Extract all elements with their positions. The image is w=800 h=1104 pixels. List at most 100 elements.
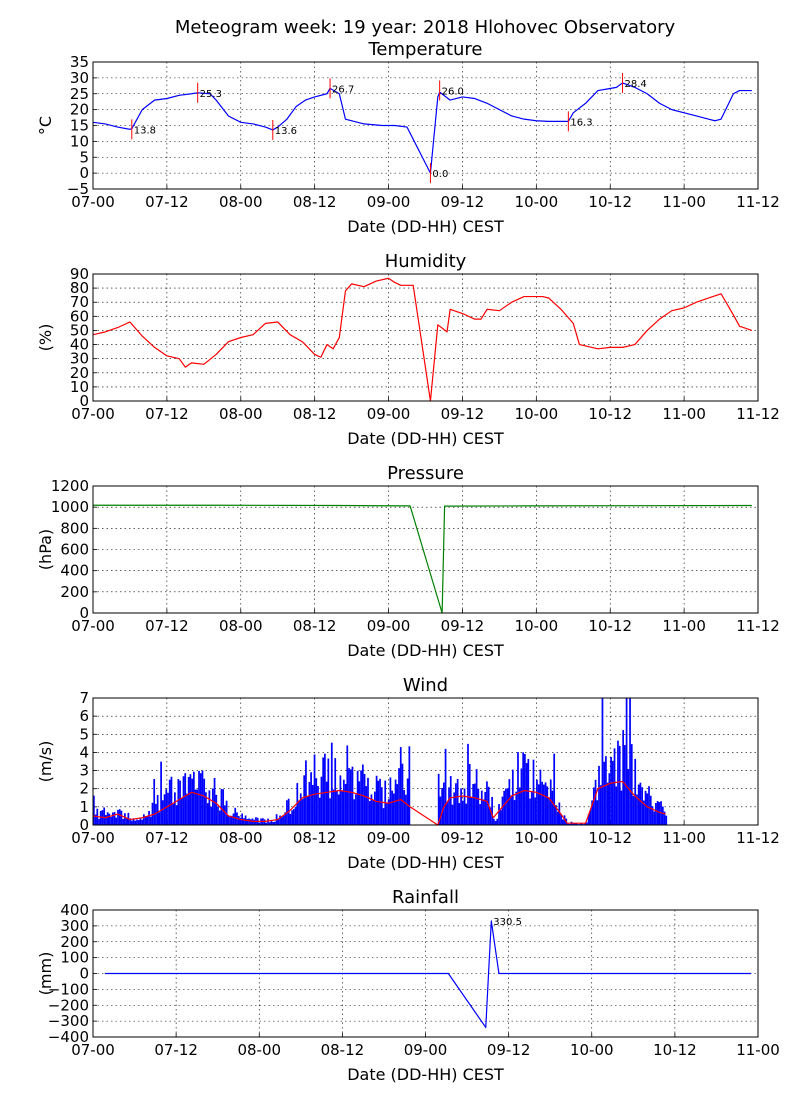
- pressure-x-tick-label: 10-00: [515, 617, 559, 635]
- wind-gust-bar: [263, 819, 266, 825]
- wind-gust-bar: [129, 818, 131, 825]
- wind-gust-bar: [561, 819, 564, 825]
- wind-gust-bar: [322, 757, 325, 825]
- humidity-y-tick-label: 50: [70, 321, 89, 339]
- wind-gust-bar: [99, 810, 102, 825]
- wind-gust-bar: [367, 777, 369, 825]
- wind-gust-bar: [230, 815, 233, 825]
- wind-gust-bar: [539, 769, 542, 825]
- wind-gust-bar: [368, 800, 371, 825]
- wind-gust-bar: [508, 779, 511, 825]
- wind-gust-bar: [401, 763, 404, 825]
- wind-gust-bar: [592, 787, 595, 825]
- wind-gust-bar: [634, 758, 637, 825]
- wind-y-tick-label: 6: [79, 707, 89, 725]
- wind-gust-bar: [170, 776, 173, 825]
- wind-gust-bar: [656, 801, 659, 825]
- wind-x-tick-label: 09-12: [441, 829, 485, 847]
- wind-gust-bar: [475, 769, 478, 825]
- wind-gust-bar: [289, 813, 292, 825]
- rainfall-y-tick-label: 300: [60, 917, 89, 935]
- wind-x-tick-label: 10-00: [515, 829, 559, 847]
- wind-gust-bar: [317, 786, 319, 825]
- wind-gust-bar: [542, 784, 545, 825]
- temperature-y-tick-label: 0: [79, 164, 89, 182]
- temperature-plot-area: [93, 82, 752, 174]
- temperature-annotation: 28.4: [625, 79, 647, 90]
- wind-gust-bar: [137, 820, 140, 825]
- rainfall-x-tick-label: 10-00: [570, 1041, 614, 1059]
- wind-gust-bar: [396, 784, 399, 825]
- humidity-x-tick-label: 09-12: [441, 405, 485, 423]
- pressure-x-tick-label: 08-00: [219, 617, 263, 635]
- wind-gust-bar: [292, 809, 295, 825]
- wind-gust-bar: [349, 769, 352, 825]
- wind-gust-bar: [346, 745, 349, 825]
- wind-gust-bar: [248, 818, 250, 825]
- wind-gust-bar: [627, 769, 630, 825]
- wind-x-tick-label: 08-00: [219, 829, 263, 847]
- rainfall-y-tick-label: 200: [60, 933, 89, 951]
- wind-gust-bar: [605, 756, 607, 825]
- wind-gust-bar: [291, 810, 293, 825]
- temperature-y-tick-label: 5: [79, 148, 89, 166]
- wind-gust-bar: [274, 821, 276, 825]
- rainfall-y-tick-label: 0: [79, 965, 89, 983]
- wind-x-tick-label: 09-00: [367, 829, 411, 847]
- wind-gust-bar: [574, 823, 576, 825]
- humidity-x-tick-label: 07-00: [71, 405, 115, 423]
- wind-gust-bar: [184, 773, 187, 825]
- wind-gust-bar: [191, 778, 193, 825]
- wind-gust-bar: [106, 812, 109, 825]
- wind-gust-bar: [408, 746, 411, 825]
- wind-gust-bar: [220, 788, 223, 825]
- wind-gust-bar: [536, 779, 538, 825]
- pressure-x-tick-label: 07-00: [71, 617, 115, 635]
- wind-gust-bar: [98, 818, 100, 825]
- pressure-y-tick-label: 800: [60, 519, 89, 537]
- wind-gust-bar: [394, 779, 397, 825]
- wind-gust-bar: [324, 753, 326, 825]
- wind-gust-bar: [237, 815, 240, 825]
- temperature-x-tick-label: 10-12: [588, 193, 632, 211]
- wind-y-axis-label: (m/s): [36, 741, 55, 783]
- wind-gust-bar: [206, 803, 209, 825]
- humidity-y-tick-label: 90: [70, 265, 89, 283]
- wind-gust-bar: [403, 790, 406, 825]
- wind-gust-bar: [306, 796, 309, 825]
- rainfall-plot-frame: [92, 909, 759, 1038]
- wind-gust-bar: [567, 823, 569, 825]
- wind-gust-bar: [168, 779, 171, 825]
- temperature-annotation: 16.3: [570, 117, 592, 128]
- wind-gust-bar: [386, 803, 388, 825]
- temperature-x-tick-label: 10-00: [515, 193, 559, 211]
- wind-gust-bar: [94, 814, 97, 825]
- wind-gust-bar: [163, 794, 166, 825]
- wind-gust-bar: [544, 782, 547, 825]
- humidity-y-tick-label: 10: [70, 378, 89, 396]
- wind-gust-bar: [548, 797, 550, 825]
- rainfall-y-tick-label: −300: [48, 1012, 89, 1030]
- rainfall-y-axis-label: (mm): [36, 952, 55, 996]
- humidity-y-tick-label: 70: [70, 293, 89, 311]
- wind-gust-bar: [518, 787, 521, 825]
- temperature-annotation: 13.6: [275, 126, 297, 137]
- rainfall-series-line: [104, 920, 752, 1029]
- wind-gust-bar: [489, 807, 492, 825]
- wind-gust-bar: [630, 744, 633, 825]
- wind-gust-bar: [399, 747, 402, 825]
- pressure-x-tick-label: 09-00: [367, 617, 411, 635]
- wind-chart-title: Wind: [403, 675, 448, 696]
- wind-gust-bar: [442, 782, 445, 825]
- wind-gust-bar: [620, 790, 623, 825]
- temperature-x-tick-label: 09-00: [367, 193, 411, 211]
- wind-gust-bar: [217, 806, 219, 825]
- wind-gust-bar: [151, 802, 154, 825]
- humidity-y-tick-label: 30: [70, 350, 89, 368]
- wind-gust-bar: [329, 798, 331, 825]
- wind-gust-bar: [387, 799, 390, 825]
- wind-gust-bar: [130, 820, 133, 825]
- wind-x-axis-label: Date (DD-HH) CEST: [347, 853, 504, 872]
- temperature-x-tick-label: 07-12: [145, 193, 189, 211]
- wind-gust-bar: [308, 781, 311, 825]
